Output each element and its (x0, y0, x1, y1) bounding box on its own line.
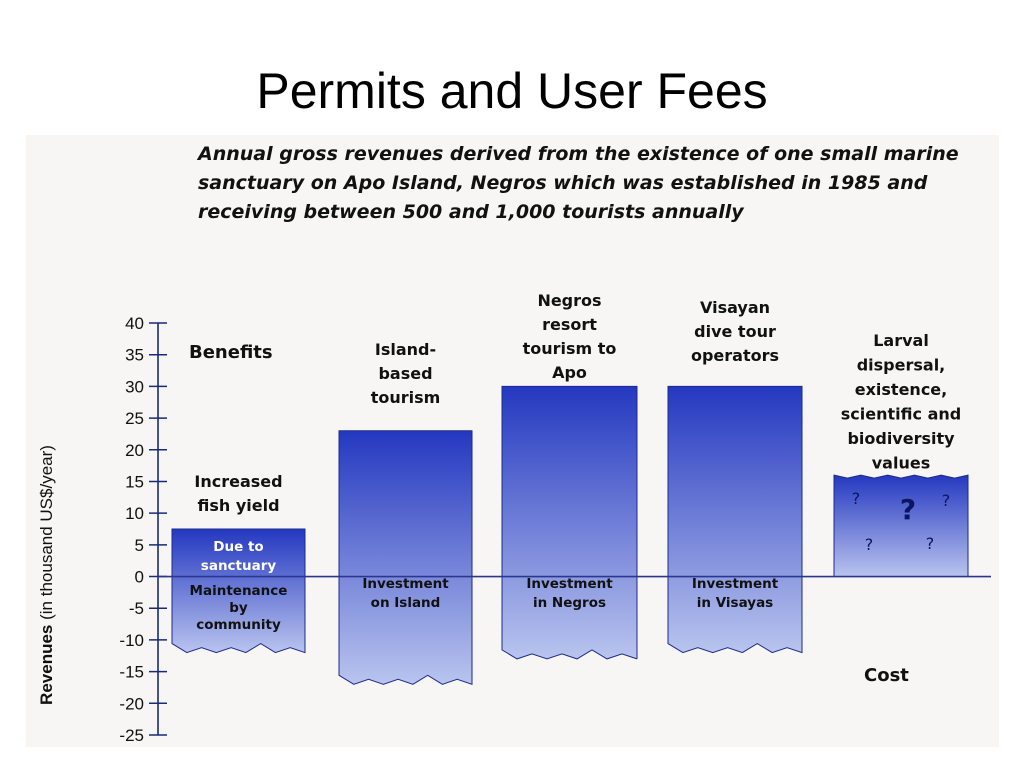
y-axis-label-unit: (in thousand US$/year) (37, 445, 56, 625)
bar-cost-note: Maintenance (190, 583, 288, 599)
bar-label: tourism (371, 388, 441, 407)
bar-label: values (872, 454, 930, 473)
bar-label: biodiversity (847, 429, 955, 448)
y-tick-label: 0 (135, 568, 144, 587)
bar-label: Increased (194, 472, 282, 491)
y-axis-label: Revenues (in thousand US$/year) (37, 445, 56, 705)
bar-label: Negros (537, 291, 601, 310)
bar-label: Apo (552, 363, 587, 382)
bar-label: based (378, 364, 432, 383)
y-axis: 40 35 30 25 20 15 10 5 0 -5 -10 -15 -20 -25 (119, 314, 167, 745)
bar-label: dive tour (694, 322, 776, 341)
y-tick-label: -5 (129, 599, 144, 618)
unknown-value-mark: ? (900, 493, 916, 526)
bar-cost-note: Investment (692, 576, 779, 592)
bar-label: scientific and (841, 405, 961, 424)
labels-layer: Benefits Cost Increased fish yield Due to san… (189, 291, 961, 686)
unknown-value-mark: ? (942, 491, 951, 510)
bar-label: tourism to (523, 339, 617, 358)
y-tick-label: -10 (119, 631, 144, 650)
bar-label: Island- (375, 340, 436, 359)
unknown-value-mark: ? (852, 489, 861, 508)
benefits-label: Benefits (189, 342, 273, 363)
bar-benefit-note: sanctuary (201, 558, 277, 574)
y-tick-label: 40 (125, 314, 144, 333)
revenue-bar (833, 474, 969, 578)
bars-layer (171, 385, 969, 685)
revenue-bar (338, 430, 473, 685)
bar-cost-note: by (229, 600, 248, 616)
bar-label: operators (691, 346, 779, 365)
revenue-bar (501, 385, 638, 660)
y-tick-label: 5 (135, 536, 144, 555)
bar-cost-note: on Island (371, 595, 441, 611)
unknown-value-mark: ? (926, 534, 935, 553)
y-tick-label: 10 (125, 504, 144, 523)
chart-figure: Annual gross revenues derived from the e… (26, 135, 999, 747)
cost-label: Cost (864, 665, 909, 686)
y-tick-label: -25 (119, 726, 144, 745)
bar-label: resort (542, 315, 597, 334)
bar-cost-note: community (196, 617, 281, 633)
y-tick-label: 25 (125, 409, 144, 428)
y-tick-label: -15 (119, 663, 144, 682)
bar-label: existence, (855, 380, 947, 399)
y-tick-label: 30 (125, 377, 144, 396)
revenue-bar (171, 528, 306, 654)
y-tick-label: 20 (125, 441, 144, 460)
y-tick-label: -20 (119, 694, 144, 713)
revenue-chart: Revenues (in thousand US$/year) 40 35 30 25… (37, 291, 991, 745)
bar-cost-note: in Visayas (697, 595, 773, 611)
bar-label: dispersal, (857, 356, 946, 375)
unknown-value-mark: ? (865, 535, 874, 554)
bar-label: fish yield (197, 496, 279, 515)
revenue-bar (667, 385, 803, 654)
slide-title: Permits and User Fees (256, 63, 768, 119)
y-tick-label: 15 (125, 472, 144, 491)
bar-label: Larval (873, 331, 929, 350)
y-tick-label: 35 (125, 346, 144, 365)
bar-label: Visayan (700, 298, 770, 317)
bar-cost-note: in Negros (533, 595, 606, 611)
chart-caption: Annual gross revenues derived from the e… (198, 143, 959, 223)
y-axis-label-main: Revenues (37, 625, 56, 705)
bar-benefit-note: Due to (213, 539, 263, 555)
bar-cost-note: Investment (526, 576, 613, 592)
bar-cost-note: Investment (362, 576, 449, 592)
